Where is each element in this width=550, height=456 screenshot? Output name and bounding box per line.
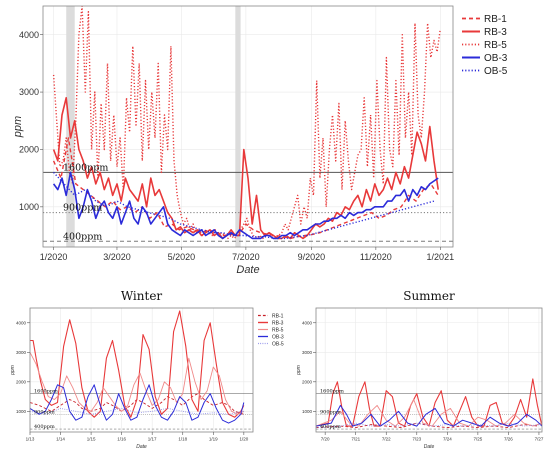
legend-label: RB-3	[272, 320, 284, 326]
legend: RB-1RB-3RB-5OB-3OB-5	[258, 313, 284, 347]
y-axis-title: ppm	[296, 365, 302, 376]
legend-label: OB-3	[272, 334, 284, 340]
x-tick-label: 1/18	[178, 437, 187, 442]
winter-chart: 1600ppm 900ppm 400ppm 1000 2000 3000 4000 1/13 1…	[10, 289, 284, 450]
legend-label: RB-3	[484, 27, 507, 38]
x-tick-label: 7/22	[382, 437, 391, 442]
x-tick-label: 1/17	[148, 437, 157, 442]
shaded-period	[235, 6, 241, 247]
series-line-ob-5	[30, 407, 244, 415]
chart-title: Summer	[403, 289, 455, 303]
x-axis-title: Date	[136, 444, 147, 450]
x-axis-title: Date	[424, 444, 435, 450]
x-tick-label: 7/24	[443, 437, 452, 442]
reference-label: 900ppm	[34, 409, 55, 415]
summer-chart: 1600ppm 900ppm 400ppm 1000 2000 3000 4000 7/20 7…	[296, 289, 544, 450]
y-tick-label: 2000	[302, 379, 313, 384]
y-tick-label: 3000	[302, 350, 313, 355]
series-line-rb-3	[30, 310, 245, 418]
legend-label: RB-5	[272, 327, 284, 333]
plot-frame	[29, 307, 254, 433]
x-tick-label: 7/2020	[232, 252, 260, 262]
series-line-rb-3	[52, 97, 439, 240]
reference-label: 400ppm	[34, 424, 55, 430]
x-tick-label: 7/23	[412, 437, 421, 442]
plot-frame	[315, 307, 543, 433]
y-axis-title: ppm	[12, 116, 24, 138]
x-tick-label: 9/2020	[298, 252, 326, 262]
x-tick-label: 1/20	[239, 437, 248, 442]
x-tick-label: 1/14	[56, 437, 65, 442]
legend-label: RB-5	[484, 40, 507, 51]
x-tick-label: 7/25	[473, 437, 482, 442]
y-tick-label: 4000	[302, 320, 313, 325]
reference-label: 1600ppm	[320, 389, 344, 395]
x-tick-label: 1/2021	[427, 252, 455, 262]
x-tick-label: 7/21	[351, 437, 360, 442]
series-group	[316, 378, 542, 429]
main-chart: 1600ppm 900ppm 400ppm 1000 2000 3000 4000 1/202…	[12, 5, 508, 276]
x-tick-label: 7/20	[321, 437, 330, 442]
y-axis-title: ppm	[10, 365, 16, 376]
y-tick-label: 2000	[19, 145, 39, 155]
series-group	[30, 310, 245, 424]
x-tick-label: 1/19	[209, 437, 218, 442]
reference-label: 400ppm	[63, 231, 102, 242]
y-tick-label: 1000	[302, 409, 313, 414]
plot-frame	[42, 5, 454, 248]
y-tick-label: 4000	[19, 30, 39, 40]
series-line-rb-5	[316, 399, 542, 427]
legend-label: OB-5	[272, 341, 284, 347]
series-line-ob-5	[316, 422, 542, 429]
x-axis-title: Date	[236, 264, 259, 276]
reference-label: 1600ppm	[34, 389, 58, 395]
y-tick-label: 4000	[16, 320, 27, 325]
series-line-ob-3	[316, 404, 542, 427]
x-tick-label: 3/2020	[103, 252, 131, 262]
series-line-ob-3	[52, 171, 439, 240]
y-tick-label: 1000	[16, 409, 27, 414]
reference-label: 900ppm	[63, 203, 102, 214]
x-tick-label: 7/27	[535, 437, 544, 442]
legend-label: OB-3	[484, 53, 508, 64]
x-tick-label: 5/2020	[168, 252, 196, 262]
series-line-rb-5	[52, 6, 441, 240]
series-line-rb-5	[30, 352, 244, 415]
plot-area	[30, 308, 253, 432]
y-tick-label: 1000	[19, 202, 39, 212]
legend-label: RB-1	[484, 14, 507, 25]
reference-label: 900ppm	[320, 409, 341, 415]
series-group	[52, 6, 441, 240]
series-line-ob-3	[30, 384, 245, 424]
x-tick-label: 1/15	[87, 437, 96, 442]
legend-label: RB-1	[272, 313, 284, 319]
legend-label: OB-5	[484, 66, 508, 77]
x-tick-label: 1/2020	[40, 252, 68, 262]
x-tick-label: 7/26	[504, 437, 513, 442]
series-line-rb-1	[52, 137, 439, 240]
y-tick-label: 3000	[16, 350, 27, 355]
chart-title: Winter	[121, 289, 163, 303]
reference-label: 1600ppm	[63, 162, 108, 173]
legend: RB-1 RB-3 RB-5 OB-3 OB-5	[462, 14, 508, 77]
x-tick-label: 1/13	[26, 437, 35, 442]
y-tick-label: 3000	[19, 87, 39, 97]
reference-label: 400ppm	[320, 424, 341, 430]
x-tick-label: 11/2020	[360, 252, 392, 262]
y-tick-label: 2000	[16, 379, 27, 384]
series-line-rb-1	[316, 422, 539, 429]
x-tick-label: 1/16	[117, 437, 126, 442]
shaded-period	[66, 6, 75, 247]
plot-area	[316, 308, 542, 432]
